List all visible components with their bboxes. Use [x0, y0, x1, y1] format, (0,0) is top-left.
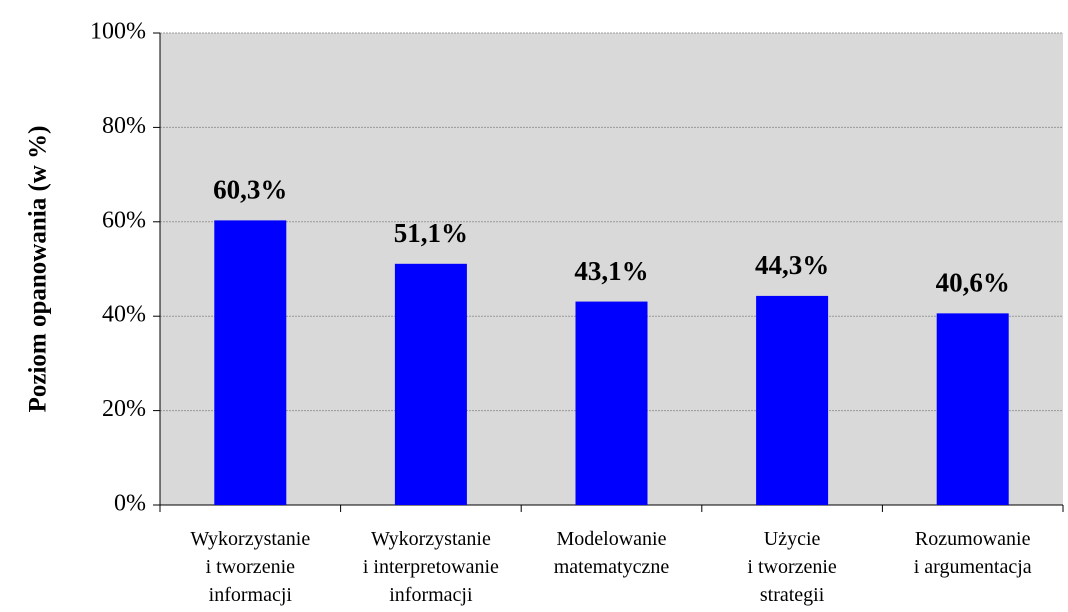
y-tick-label: 100% [90, 19, 146, 45]
x-tick-label: Użycie i tworzenie strategii [747, 528, 837, 606]
data-label: 51,1% [394, 218, 468, 248]
bar [394, 263, 467, 505]
y-axis-label: Poziom opanowania (w %) [25, 126, 52, 413]
y-tick-label: 80% [102, 113, 146, 139]
y-tick-label: 40% [102, 302, 146, 328]
bar [214, 220, 287, 505]
data-label: 40,6% [936, 268, 1010, 298]
bar [575, 301, 648, 505]
data-label: 60,3% [213, 175, 287, 205]
x-tick-label: Wykorzystanie i tworzenie informacji [190, 528, 310, 606]
x-tick-label: Wykorzystanie i interpretowanie informacji [363, 528, 499, 606]
y-tick-label: 0% [114, 491, 146, 517]
data-label: 43,1% [574, 256, 648, 286]
y-tick-label: 60% [102, 207, 146, 233]
x-tick-label: Modelowanie matematyczne [554, 528, 670, 578]
bar [756, 295, 829, 505]
bar [936, 313, 1009, 505]
data-label: 44,3% [755, 250, 829, 280]
x-tick-label: Rozumowanie i argumentacja [914, 528, 1032, 578]
y-tick-label: 20% [102, 396, 146, 422]
